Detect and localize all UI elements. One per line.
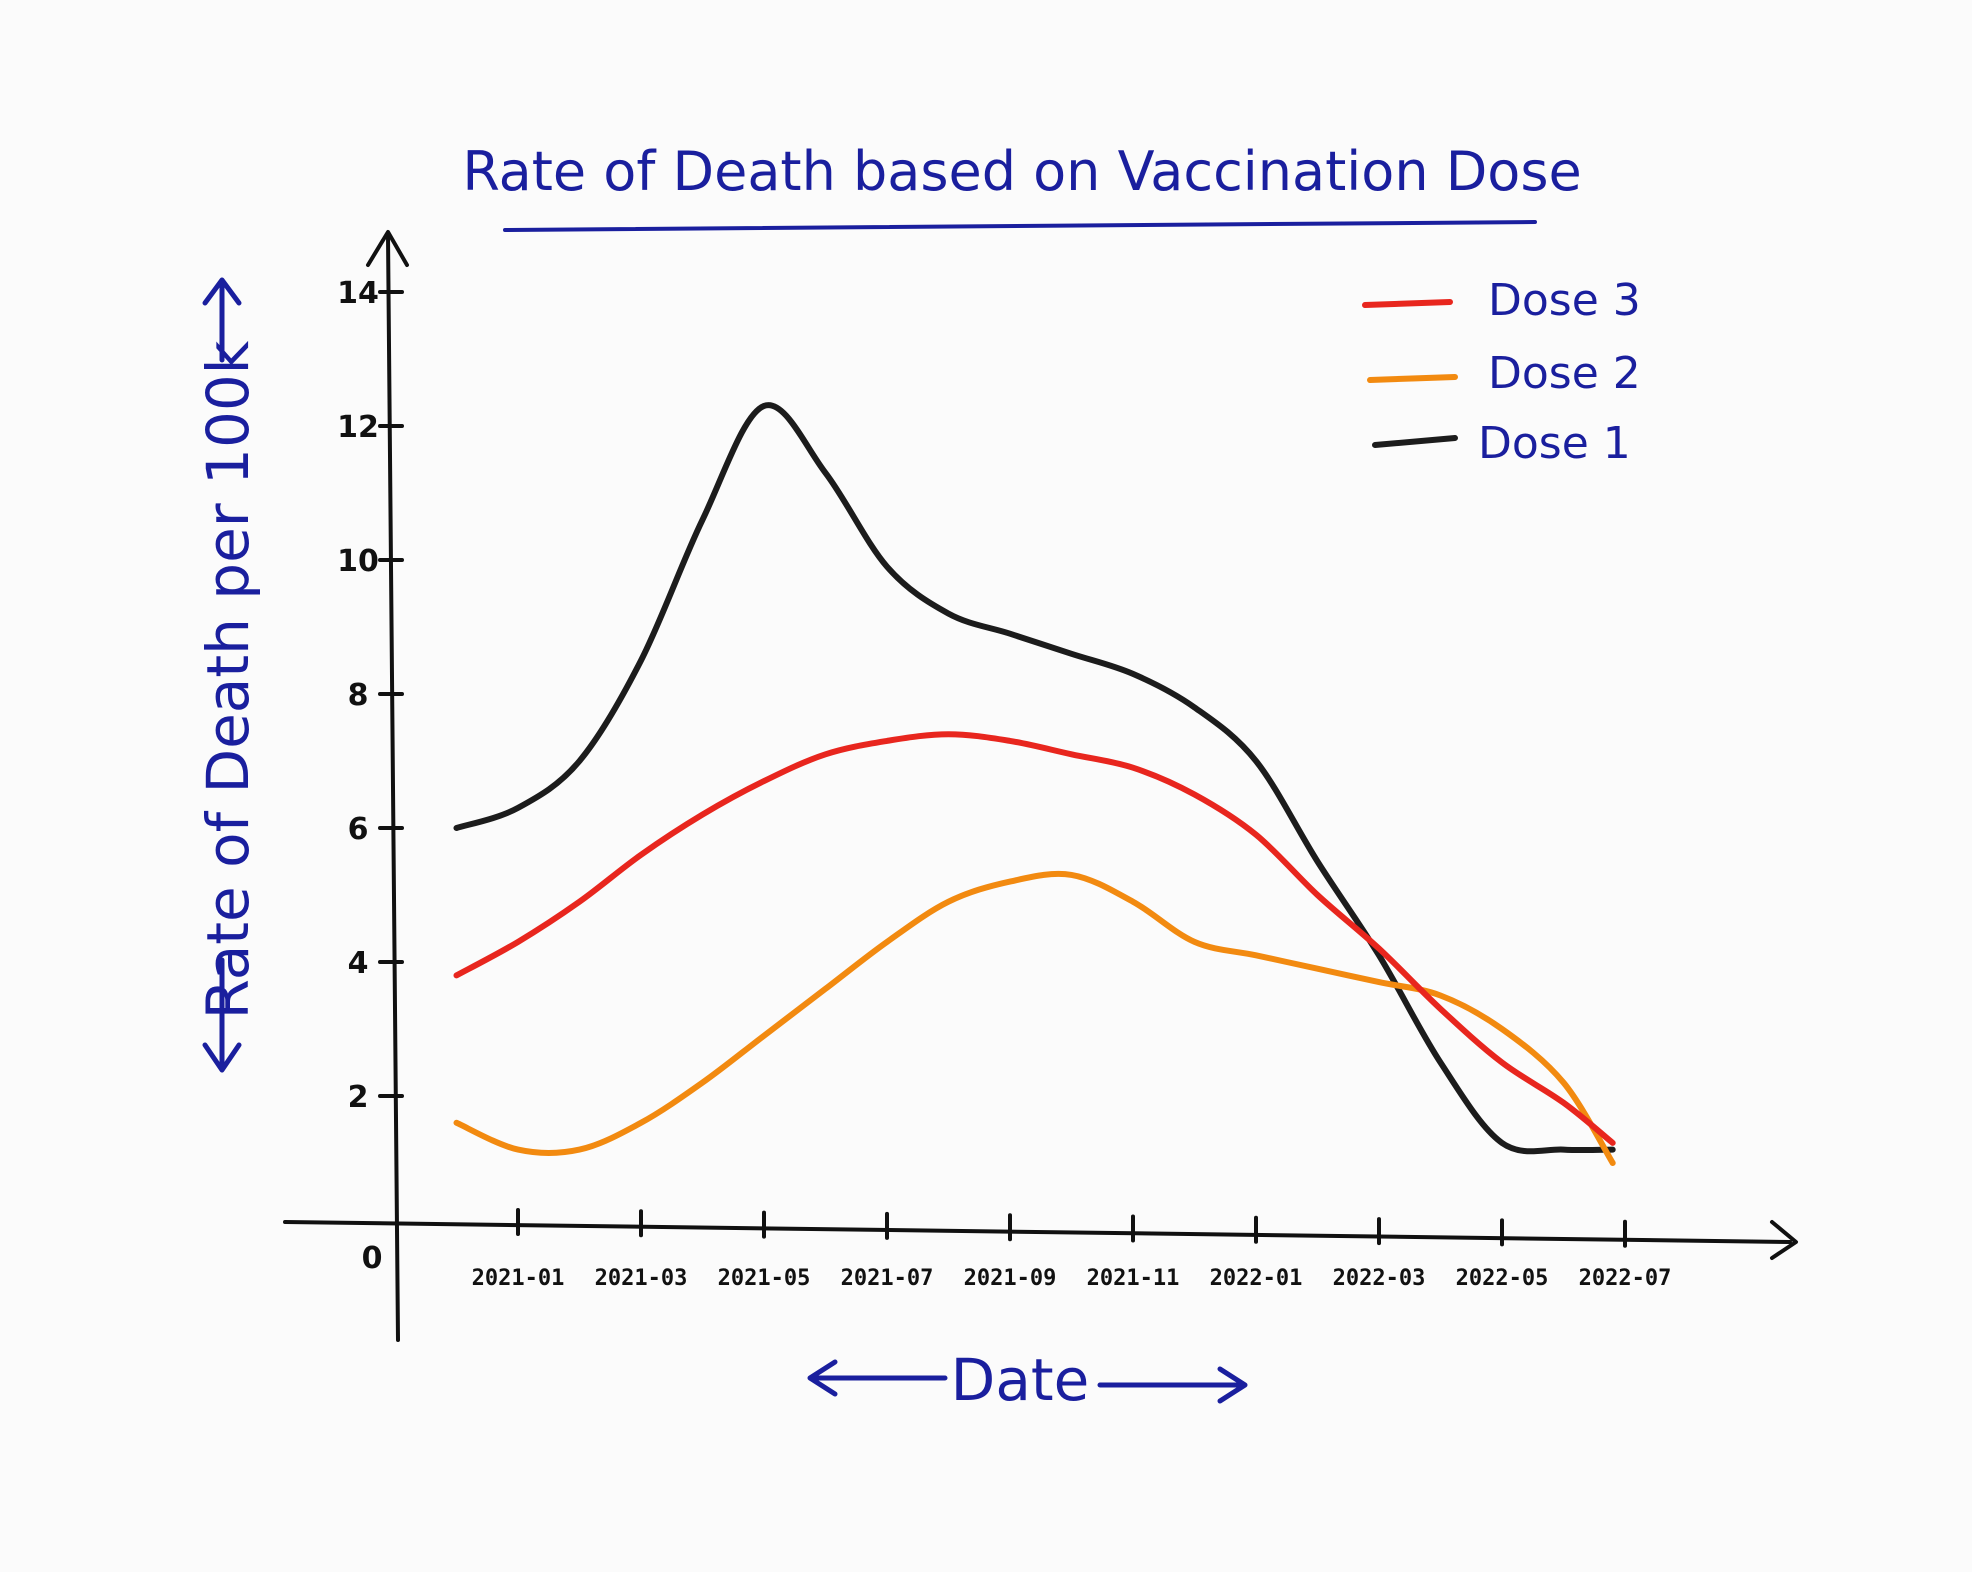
legend-swatch-dose-1 bbox=[1372, 435, 1458, 448]
legend-swatch-dose-3 bbox=[1362, 299, 1453, 308]
y-tick-label: 10 bbox=[337, 544, 379, 579]
y-tick-label: 8 bbox=[348, 678, 369, 713]
series-line-dose-3 bbox=[453, 731, 1616, 1146]
x-axis-label-arrows bbox=[807, 1359, 1248, 1404]
y-tick-label: 12 bbox=[337, 410, 379, 445]
y-tick-label: 0 bbox=[362, 1241, 383, 1276]
x-tick-label: 2021-11 bbox=[1087, 1266, 1180, 1291]
y-axis-label-group: Rate of Death per 100k bbox=[194, 340, 262, 1019]
x-axis-arrowhead bbox=[1770, 1220, 1798, 1260]
y-tick-label: 14 bbox=[337, 276, 379, 311]
series-lines bbox=[453, 402, 1616, 1166]
legend-swatch-dose-2 bbox=[1367, 374, 1458, 383]
y-axis-label: Rate of Death per 100k bbox=[194, 340, 262, 1019]
x-tick-label: 2022-01 bbox=[1210, 1266, 1303, 1291]
x-axis-line bbox=[283, 1220, 1792, 1244]
x-tick-label: 2022-03 bbox=[1333, 1266, 1426, 1291]
series-line-dose-1 bbox=[453, 402, 1616, 1155]
x-tick-label: 2022-05 bbox=[1456, 1266, 1549, 1291]
legend-label-dose-2: Dose 2 bbox=[1488, 348, 1641, 399]
x-ticks: 2021-01 2021-03 2021-05 2021-07 2021-09 2021-… bbox=[472, 1208, 1672, 1291]
x-axis-label: Date bbox=[951, 1346, 1090, 1414]
x-tick-label: 2022-07 bbox=[1579, 1266, 1672, 1291]
y-axis-line bbox=[386, 233, 400, 1342]
y-axis-arrowhead bbox=[366, 230, 409, 267]
x-tick-label: 2021-01 bbox=[472, 1266, 565, 1291]
x-tick-label: 2021-07 bbox=[841, 1266, 934, 1291]
legend: Dose 3 Dose 2 Dose 1 bbox=[1362, 275, 1641, 469]
legend-label-dose-1: Dose 1 bbox=[1478, 418, 1631, 469]
y-tick-label: 6 bbox=[348, 812, 369, 847]
y-tick-label: 4 bbox=[348, 946, 369, 981]
legend-label-dose-3: Dose 3 bbox=[1488, 275, 1641, 326]
axes bbox=[283, 230, 1798, 1342]
series-line-dose-2 bbox=[453, 870, 1616, 1166]
x-tick-label: 2021-03 bbox=[595, 1266, 688, 1291]
y-axis-label-arrows bbox=[202, 277, 242, 1073]
x-tick-label: 2021-09 bbox=[964, 1266, 1057, 1291]
title-underline bbox=[503, 220, 1537, 232]
y-tick-label: 2 bbox=[348, 1080, 369, 1115]
y-ticks: 0 2 4 6 8 10 12 14 bbox=[337, 276, 404, 1276]
chart-title: Rate of Death based on Vaccination Dose bbox=[462, 140, 1581, 203]
x-tick-label: 2021-05 bbox=[718, 1266, 811, 1291]
